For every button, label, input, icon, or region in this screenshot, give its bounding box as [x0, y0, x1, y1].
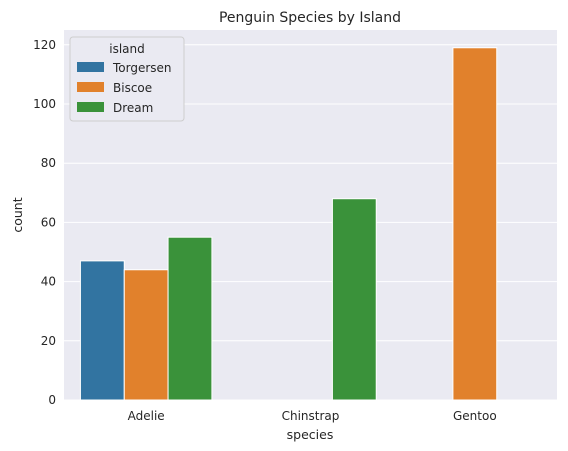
y-tick-label: 120	[33, 38, 56, 52]
y-tick-label: 20	[41, 334, 56, 348]
legend-box	[69, 36, 185, 122]
bar-chinstrap-dream	[331, 198, 377, 401]
legend-swatch-torgersen	[77, 62, 104, 72]
y-tick-label: 80	[41, 156, 56, 170]
x-tick-label: Chinstrap	[282, 409, 340, 423]
y-tick-label: 40	[41, 275, 56, 289]
x-axis-label: species	[287, 427, 334, 442]
y-axis-label: count	[10, 197, 25, 232]
y-tick-label: 60	[41, 215, 56, 229]
legend-label-torgersen: Torgersen	[112, 61, 172, 75]
legend-items: Torgersen Biscoe Dream	[77, 61, 172, 115]
bar-adelie-biscoe	[123, 269, 169, 401]
x-tick-labels: Adelie Chinstrap Gentoo	[128, 409, 497, 423]
legend-swatch-biscoe	[77, 82, 104, 92]
y-tick-labels: 0 20 40 60 80 100 120	[33, 38, 56, 407]
bar-gentoo-biscoe	[452, 47, 498, 401]
y-tick-label: 100	[33, 97, 56, 111]
legend-title: island	[109, 42, 145, 56]
legend-label-dream: Dream	[113, 101, 153, 115]
bars	[79, 47, 498, 401]
chart-title: Penguin Species by Island	[219, 10, 401, 26]
x-tick-label: Adelie	[128, 409, 165, 423]
legend-label-biscoe: Biscoe	[113, 81, 152, 95]
bar-adelie-torgersen	[79, 260, 125, 401]
y-tick-label: 0	[48, 393, 56, 407]
bar-adelie-dream	[167, 236, 213, 401]
x-tick-label: Gentoo	[453, 409, 497, 423]
legend-swatch-dream	[77, 102, 104, 112]
legend: island Torgersen Biscoe Dream	[69, 36, 185, 122]
